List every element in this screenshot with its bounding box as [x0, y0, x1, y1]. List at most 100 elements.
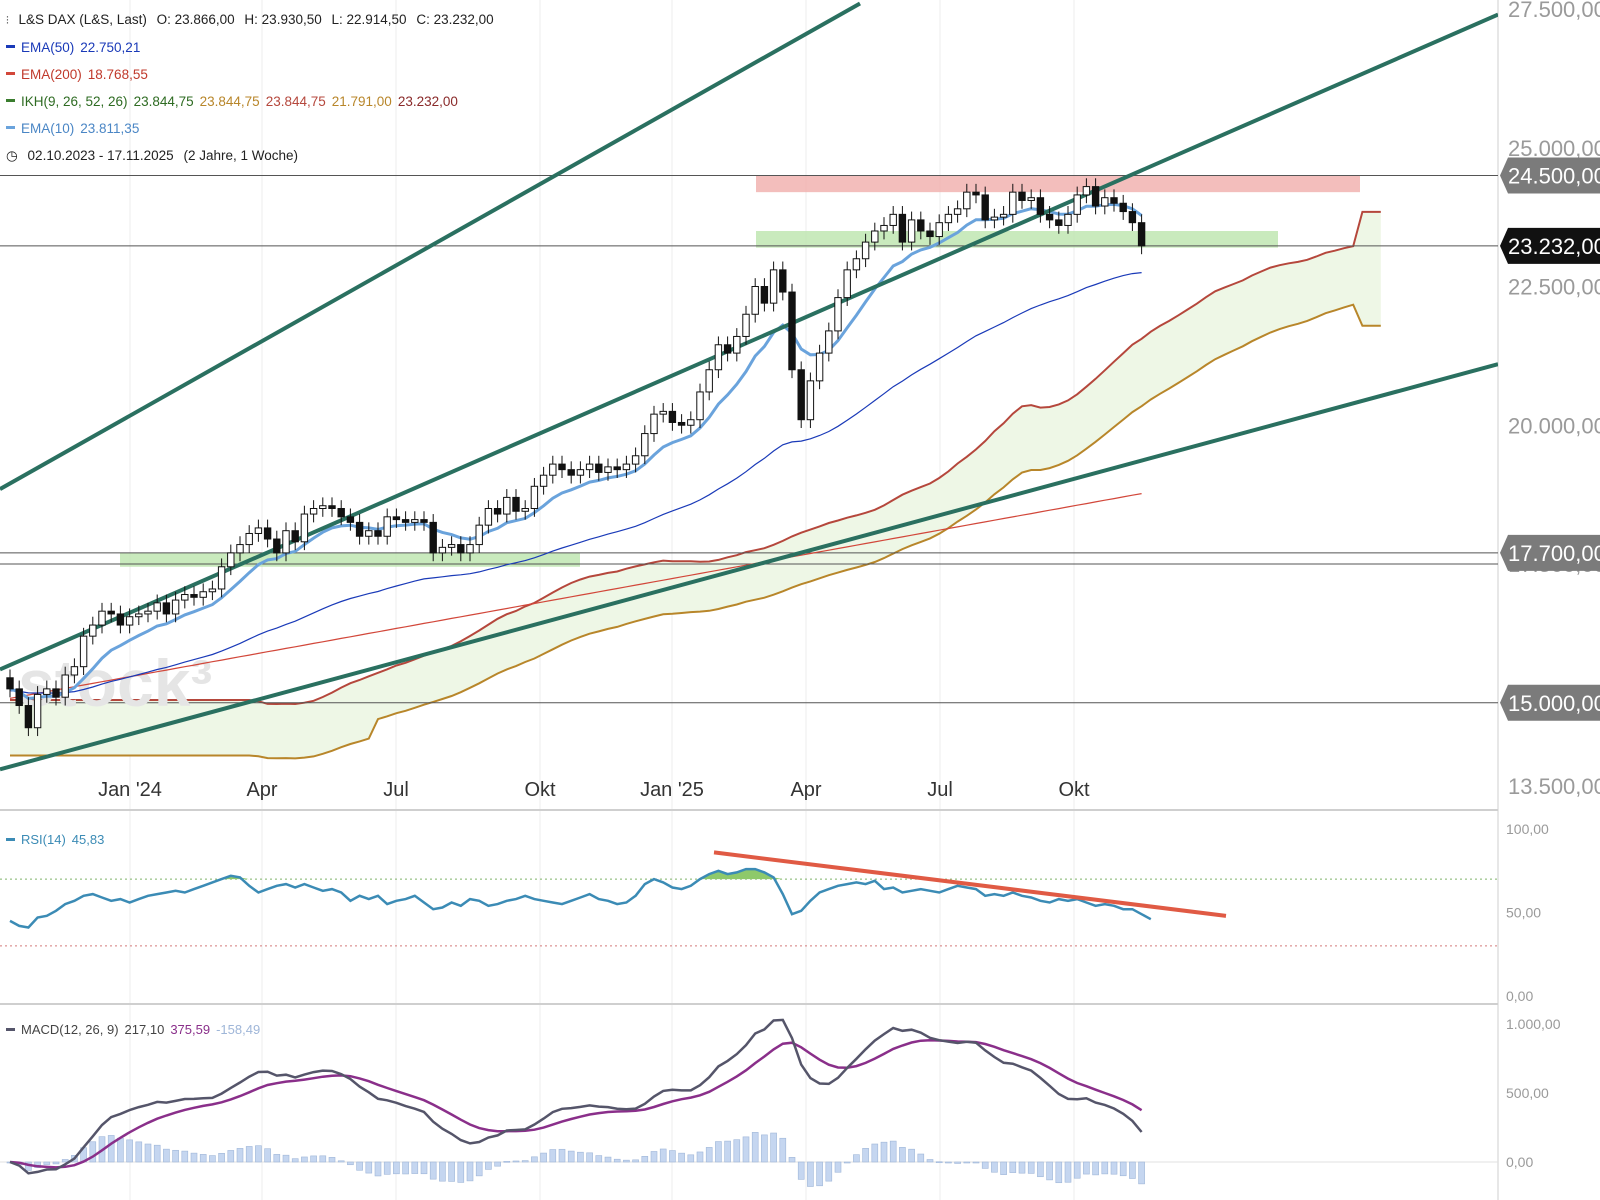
time-tick-label: Jul	[927, 779, 953, 801]
macd-histogram-bar	[567, 1150, 575, 1163]
candle-body	[33, 693, 42, 729]
candle-body	[475, 524, 483, 546]
period-info: ◷ 02.10.2023 - 17.11.2025 (2 Jahre, 1 Wo…	[6, 148, 304, 164]
macd-histogram-bar	[153, 1144, 161, 1163]
macd-histogram-bar	[540, 1152, 547, 1163]
candle-body	[466, 544, 474, 554]
candle-body	[43, 688, 51, 695]
macd-histogram-bar	[245, 1146, 253, 1163]
price-tick-label: 25.000,00	[1508, 136, 1600, 161]
macd-histogram-bar	[117, 1137, 124, 1163]
macd-histogram-bar	[954, 1161, 961, 1164]
candle-body	[199, 591, 207, 598]
macd-histogram-bar	[356, 1161, 363, 1171]
candle-body	[530, 485, 539, 509]
legend-macd[interactable]: MACD(12, 26, 9) 217,10 375,59 -158,49	[6, 1022, 266, 1037]
macd-tick-label: 1.000,00	[1506, 1016, 1561, 1032]
candle-body	[880, 224, 888, 232]
candle-body	[346, 516, 355, 523]
candle-body	[861, 241, 870, 260]
candle-body	[1101, 197, 1109, 207]
macd-histogram-bar	[797, 1161, 805, 1180]
macd-histogram-bar	[301, 1156, 308, 1163]
candle-body	[61, 674, 69, 698]
macd-histogram-bar	[1073, 1161, 1081, 1179]
macd-signal-line	[9, 1039, 1143, 1169]
candle-body	[162, 602, 171, 615]
candle-body	[79, 635, 88, 668]
candle-body	[171, 599, 180, 615]
legend-ema10[interactable]: EMA(10) 23.811,35	[6, 121, 145, 136]
macd-histogram-bar	[503, 1160, 511, 1163]
macd-histogram-bar	[1000, 1161, 1007, 1175]
candle-body	[1018, 191, 1026, 201]
macd-histogram-bar	[963, 1161, 971, 1164]
time-tick-label: Jan '25	[640, 779, 704, 801]
candle-body	[742, 313, 750, 337]
candle-body	[696, 391, 704, 421]
candle-body	[135, 613, 143, 618]
macd-histogram-bar	[126, 1139, 133, 1163]
candle-body	[512, 496, 520, 512]
candle-body	[963, 191, 971, 210]
macd-histogram-bar	[411, 1161, 419, 1174]
macd-histogram-bar	[761, 1134, 768, 1163]
legend-ema200[interactable]: EMA(200) 18.768,55	[6, 67, 154, 82]
candle-body	[797, 369, 805, 421]
macd-histogram-bar	[981, 1161, 989, 1169]
candle-body	[98, 610, 106, 626]
macd-histogram-bar	[1138, 1161, 1145, 1185]
macd-histogram-bar	[1083, 1161, 1090, 1175]
macd-histogram-bar	[880, 1141, 888, 1163]
ichimoku-cloud	[10, 210, 1381, 760]
macd-histogram-bar	[181, 1150, 189, 1163]
macd-histogram-bar	[1101, 1161, 1109, 1175]
macd-histogram-bar	[733, 1139, 741, 1163]
legend-rsi[interactable]: RSI(14) 45,83	[6, 832, 110, 847]
macd-swatch	[6, 1027, 15, 1031]
macd-histogram-bar	[724, 1140, 731, 1163]
ema50-swatch	[6, 45, 15, 49]
macd-histogram-bar	[521, 1160, 529, 1163]
macd-histogram-bar	[485, 1161, 492, 1170]
ema10-label: EMA(10)	[21, 121, 75, 136]
candle-body	[15, 688, 23, 707]
macd-signal-value: 375,59	[170, 1022, 211, 1037]
macd-histogram-bar	[935, 1161, 943, 1164]
candlestick-icon: ⫶	[6, 15, 9, 27]
ema50-line	[9, 272, 1142, 694]
candle-body	[236, 544, 244, 554]
candle-body	[254, 527, 263, 534]
candle-body	[788, 291, 796, 371]
macd-tick-label: 0,00	[1506, 1154, 1533, 1170]
macd-histogram-bar	[945, 1161, 952, 1164]
candle-body	[1091, 186, 1100, 207]
price-zone	[120, 552, 580, 567]
candle-body	[319, 505, 327, 510]
legend-ema50[interactable]: EMA(50) 22.750,21	[6, 40, 146, 55]
candle-body	[631, 455, 640, 465]
macd-histogram-bar	[604, 1156, 612, 1163]
macd-histogram-bar	[199, 1154, 207, 1163]
legend-ikh[interactable]: IKH(9, 26, 52, 26) 23.844,75 23.844,75 23.8…	[6, 94, 464, 109]
macd-histogram-bar	[1055, 1161, 1063, 1184]
channel-lower-line	[0, 362, 1498, 772]
candle-body	[337, 508, 345, 518]
macd-histogram-bar	[669, 1150, 676, 1163]
price-zone	[756, 231, 1278, 248]
macd-histogram-bar	[383, 1161, 391, 1175]
price-zone	[756, 175, 1360, 193]
macd-histogram-bar	[236, 1148, 244, 1163]
candle-body	[576, 469, 585, 476]
candle-body	[650, 413, 658, 435]
indicator-lines	[9, 202, 1143, 700]
rsi-value: 45,83	[71, 832, 105, 847]
candle-body	[604, 466, 612, 473]
period-range: 02.10.2023 - 17.11.2025	[27, 148, 174, 163]
macd-histogram-bar	[163, 1148, 170, 1163]
cloud-fill	[10, 211, 1381, 759]
macd-histogram-bar	[788, 1157, 796, 1163]
candle-body	[1110, 197, 1118, 204]
candle-body	[355, 521, 364, 537]
